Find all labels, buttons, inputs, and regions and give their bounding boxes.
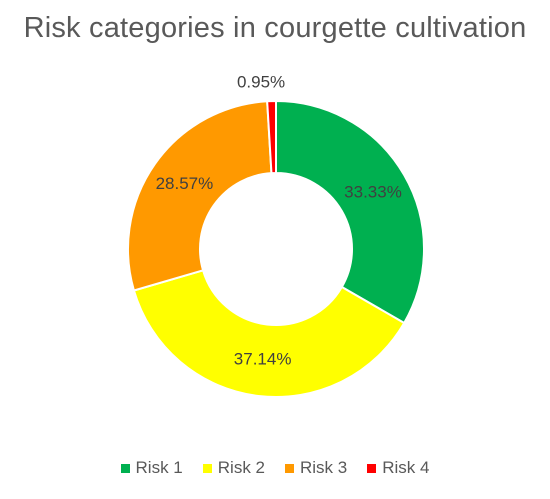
chart-title: Risk categories in courgette cultivation — [23, 12, 527, 44]
data-label-risk-4: 0.95% — [237, 73, 285, 92]
legend-item-risk-3: Risk 3 — [285, 458, 347, 478]
donut-slice-risk-1 — [275, 99, 425, 325]
legend-swatch — [367, 463, 377, 473]
legend-swatch — [285, 463, 294, 473]
legend-label: Risk 1 — [135, 458, 183, 477]
legend-swatch — [120, 463, 130, 473]
legend-item-risk-1: Risk 1 — [120, 458, 183, 478]
legend-label: Risk 3 — [300, 458, 348, 477]
legend-item-risk-4: Risk 4 — [367, 458, 429, 478]
chart-legend: Risk 1 Risk 2 Risk 3 Risk 4 — [0, 458, 550, 478]
legend-item-risk-2: Risk 2 — [202, 458, 265, 478]
donut-slice-risk-3 — [127, 100, 273, 292]
data-label-risk-2: 37.14% — [234, 350, 292, 369]
legend-label: Risk 2 — [217, 458, 265, 477]
legend-swatch — [202, 463, 212, 473]
donut-slice-risk-4 — [266, 99, 277, 175]
donut-slice-risk-2 — [132, 269, 406, 398]
data-label-risk-3: 28.57% — [156, 174, 214, 193]
legend-label: Risk 4 — [382, 458, 430, 477]
data-label-risk-1: 33.33% — [344, 182, 402, 201]
